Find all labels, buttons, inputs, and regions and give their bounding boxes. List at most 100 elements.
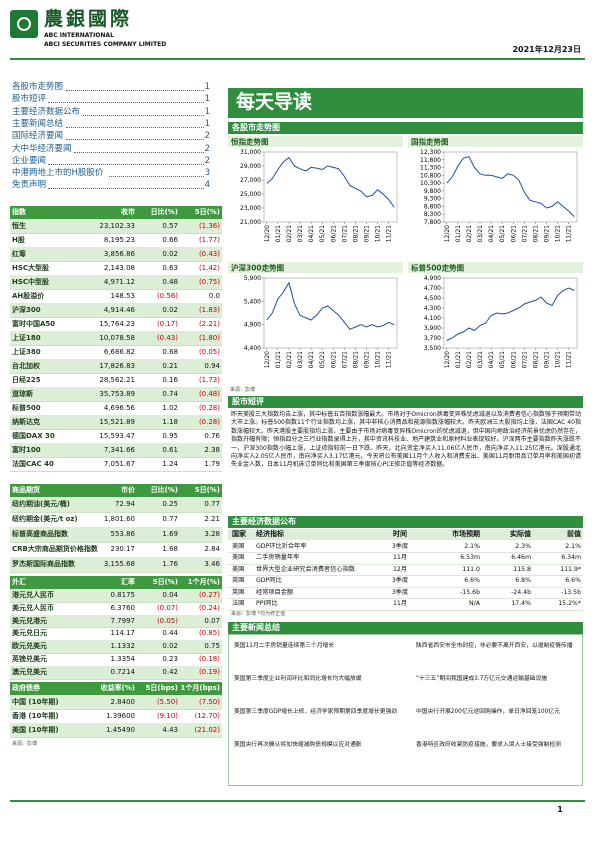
row-rule — [228, 563, 583, 565]
table-cell: (0.24) — [198, 603, 220, 612]
section-bar — [228, 396, 583, 408]
row-shade — [10, 247, 222, 261]
x-tick-label: 11/21 — [566, 351, 573, 368]
y-tick-label: 4,100 — [424, 315, 441, 322]
econ-cell: 3季度 — [391, 542, 409, 550]
table-cell: 7,051.67 — [103, 459, 135, 468]
table-cell: 148.53 — [110, 291, 136, 300]
section-heading: 主要经济数据公布 — [232, 517, 296, 526]
econ-column: 时间 — [393, 530, 407, 538]
y-tick-label: 4,500 — [424, 295, 441, 302]
column-header: 商品期货 — [12, 486, 40, 494]
x-tick-label: 12/20 — [444, 351, 451, 368]
row-rule — [10, 737, 222, 738]
column-header: 5日(%) — [152, 578, 178, 586]
row-shade — [10, 387, 222, 401]
table-cell: 0.7214 — [110, 667, 136, 676]
x-tick-label: 08/21 — [352, 351, 359, 368]
table-cell: 72.94 — [114, 500, 135, 508]
econ-cell: 世界大型企业研究会消费者信心指数 — [256, 565, 355, 573]
table-source: 来源：彭博 — [12, 741, 38, 747]
row-shade — [10, 723, 222, 737]
table-cell: 0.95 — [162, 431, 178, 440]
column-header: 5日(bps) — [145, 684, 178, 692]
table-cell: (0.56) — [156, 291, 178, 300]
y-tick-label: 11,800 — [420, 157, 441, 164]
econ-cell: 英国 — [232, 577, 245, 584]
y-tick-label: 5,900 — [244, 275, 261, 282]
news-box — [228, 634, 583, 786]
econ-cell: -24.4b — [511, 588, 531, 596]
row-rule — [10, 627, 222, 629]
x-tick-label: 02/21 — [286, 351, 293, 368]
table-header — [10, 484, 222, 497]
x-tick-label: 05/21 — [499, 225, 506, 242]
table-cell: 1.02 — [162, 403, 178, 412]
y-tick-label: 10,800 — [420, 172, 441, 179]
row-rule — [228, 598, 583, 599]
chart-title: 国指走势图 — [411, 137, 449, 147]
table-cell: 10,078.58 — [99, 333, 135, 342]
y-tick-label: 31,000 — [240, 149, 261, 156]
x-tick-label: 09/21 — [364, 225, 371, 242]
toc-leader — [65, 126, 204, 128]
toc-title: 免责声明 — [12, 180, 47, 191]
y-tick-label: 8,300 — [424, 211, 441, 218]
toc-title: 国际经济要闻 — [12, 131, 64, 142]
econ-cell: 2.1% — [565, 542, 581, 550]
row-rule — [10, 401, 222, 402]
econ-cell: -15.6b — [460, 588, 480, 596]
table-cell: (5.50) — [156, 697, 178, 706]
table-cell: (0.05) — [198, 347, 220, 356]
econ-cell: 英国 — [232, 588, 245, 596]
plot-frame — [443, 151, 578, 223]
table-cell: 1.69 — [162, 530, 178, 538]
table-cell: 0.07 — [204, 616, 220, 625]
y-tick-label: 10,300 — [420, 180, 441, 187]
row-shade — [10, 275, 222, 289]
x-tick-label: 11/21 — [566, 225, 573, 242]
econ-cell: PPI同比 — [256, 600, 278, 607]
table-cell: (0.28) — [198, 417, 220, 426]
table-cell: 0.44 — [162, 629, 178, 638]
table-cell: 恒生 — [12, 221, 26, 230]
table-cell: 2.21 — [204, 515, 220, 523]
econ-cell: 2.3% — [515, 542, 531, 550]
price-line — [446, 287, 575, 341]
toc-page: 2 — [204, 155, 210, 166]
econ-column: 国家 — [232, 530, 246, 538]
row-shade — [10, 443, 222, 457]
econ-cell: 6.8% — [515, 577, 531, 584]
price-line — [266, 281, 395, 330]
table-cell: 2,143.08 — [103, 263, 135, 272]
table-cell: 富时中国A50 — [12, 319, 56, 328]
table-cell: HSC大型股 — [12, 263, 50, 272]
table-cell: 0.04 — [162, 590, 178, 599]
econ-cell: 115.8 — [513, 565, 531, 573]
section-bar — [228, 516, 583, 528]
x-tick-label: 02/21 — [466, 351, 473, 368]
econ-cell: 111.9* — [560, 565, 581, 573]
econ-cell: 二手房销量年率 — [256, 554, 300, 561]
econ-cell: 11月 — [392, 600, 408, 607]
column-header: 收益率(%) — [100, 684, 135, 692]
table-cell: 1.79 — [204, 459, 220, 468]
x-tick-label: 03/21 — [477, 225, 484, 242]
table-cell: 红筹 — [12, 249, 26, 258]
table-cell: (0.17) — [156, 319, 178, 328]
section-bar — [228, 622, 583, 634]
plot-frame — [263, 151, 398, 223]
table-cell: 0.16 — [162, 375, 178, 384]
row-shade — [10, 640, 222, 653]
table-cell: 0.02 — [162, 642, 178, 651]
x-tick-label: 11/21 — [386, 225, 393, 242]
econ-column: 经济指标 — [256, 530, 284, 538]
row-shade — [10, 527, 222, 542]
table-cell: 0.42 — [162, 667, 178, 676]
commentary: 昨天美股三大指数均告上涨，其中标普五百指数涨幅最大。市场对于Omicron病毒变… — [231, 411, 581, 469]
chart-title-bar — [228, 262, 403, 273]
table-cell: 2.8400 — [110, 697, 136, 706]
banner — [228, 88, 583, 118]
econ-cell: -13.5b — [561, 588, 581, 596]
x-tick-label: 01/21 — [455, 351, 462, 368]
